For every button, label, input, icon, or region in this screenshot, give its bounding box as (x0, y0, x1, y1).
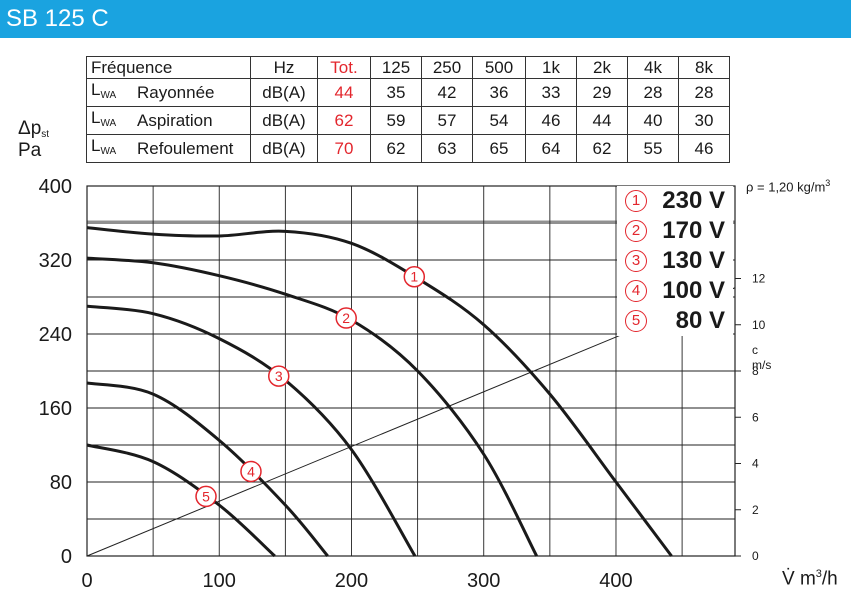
sound-power-table: Fréquence Hz Tot. 125 250 500 1k 2k 4k 8k LWA Rayon… (86, 56, 730, 163)
table-cell: 65 (472, 134, 526, 163)
legend-label: 100 V (662, 277, 725, 304)
legend-entry: 4 100 V (625, 276, 725, 306)
velocity-tick-label: 2 (752, 503, 759, 517)
legend: 1 230 V 2 170 V 3 130 V 4 100 V 5 80 V (617, 186, 733, 336)
curve-marker (335, 307, 357, 329)
table-cell: 63 (421, 134, 473, 163)
legend-marker: 4 (625, 280, 647, 302)
velocity-tick-label: 6 (752, 410, 759, 424)
page-title: SB 125 C (6, 5, 109, 32)
density-label: ρ = 1,20 kg/m3 (746, 178, 831, 195)
y-axis-unit: Pa (18, 140, 42, 161)
curve-marker (240, 460, 262, 483)
legend-entry: 2 170 V (625, 216, 725, 246)
table-cell: 29 (576, 78, 628, 107)
table-cell: 33 (525, 78, 577, 107)
table-cell: 40 (627, 106, 679, 135)
x-tick-label: 100 (203, 570, 236, 592)
table-header-cell: 250 (421, 56, 473, 79)
legend-marker: 1 (625, 190, 647, 212)
lwa-cell: LWA (86, 78, 133, 107)
velocity-tick-label: 0 (752, 549, 759, 563)
table-cell: 54 (472, 106, 526, 135)
y-tick-label: 240 (39, 324, 72, 346)
x-axis-label: V̇ m3/h (782, 568, 838, 590)
table-cell: 28 (627, 78, 679, 107)
velocity-tick-label: 10 (752, 318, 766, 332)
y-tick-label: 320 (39, 250, 72, 272)
y-tick-label: 160 (39, 398, 72, 420)
x-tick-label: 200 (335, 570, 368, 592)
legend-label: 170 V (662, 217, 725, 244)
velocity-tick-label: 4 (752, 457, 759, 471)
table-header-cell: 4k (627, 56, 679, 79)
table-header-cell: 125 (370, 56, 422, 79)
legend-marker: 3 (625, 250, 647, 272)
curve-marker (268, 365, 290, 387)
table-row: LWA Rayonnée dB(A) 44 35 42 36 33 29 28 28 (86, 78, 730, 107)
velocity-axis-unit: m/s (752, 358, 772, 372)
table-row: LWA Aspiration dB(A) 62 59 57 54 46 44 40 30 (86, 106, 730, 135)
table-header-cell: 8k (678, 56, 730, 79)
table-cell: dB(A) (250, 106, 318, 135)
lwa-cell: LWA (86, 134, 133, 163)
legend-entry: 3 130 V (625, 246, 725, 276)
legend-label: 230 V (662, 187, 725, 214)
curve-5 (86, 443, 276, 558)
curve-marker (403, 265, 426, 288)
table-row: LWA Refoulement dB(A) 70 62 63 65 64 62 55 46 (86, 134, 730, 163)
legend-marker: 5 (625, 310, 647, 332)
x-tick-label: 0 (81, 570, 92, 592)
y-tick-label: 400 (39, 176, 72, 198)
x-tick-label: 300 (467, 570, 500, 592)
curve-marker-label: 1 (410, 269, 418, 285)
curve-marker-label: 2 (342, 310, 350, 326)
row-label: Rayonnée (133, 78, 251, 107)
table-cell: 62 (576, 134, 628, 163)
legend-marker: 2 (625, 220, 647, 242)
legend-entry: 5 80 V (625, 306, 725, 336)
velocity-axis-label: c (752, 343, 758, 357)
legend-label: 80 V (675, 307, 725, 334)
curve-2 (86, 256, 538, 557)
legend-entry: 1 230 V (625, 186, 725, 216)
table-cell: 44 (576, 106, 628, 135)
lwa-cell: LWA (86, 106, 133, 135)
y-axis-label: Δpst (18, 118, 50, 140)
curve-marker-label: 3 (275, 368, 283, 384)
curve-1 (86, 226, 673, 557)
title-bar: SB 125 C (0, 0, 851, 38)
velocity-tick-label: 8 (752, 364, 759, 378)
curve-marker-label: 4 (247, 463, 255, 479)
x-tick-label: 400 (599, 570, 632, 592)
table-cell: dB(A) (250, 134, 318, 163)
velocity-tick-label: 12 (752, 272, 766, 286)
table-cell: 70 (317, 134, 371, 163)
table-cell: 44 (317, 78, 371, 107)
curve-3 (86, 304, 417, 557)
legend-label: 130 V (662, 247, 725, 274)
y-tick-label: 80 (50, 472, 72, 494)
curve-marker-label: 5 (202, 488, 210, 504)
curve-4 (86, 381, 329, 557)
table-header-cell: Fréquence (86, 56, 251, 79)
table-cell: 30 (678, 106, 730, 135)
curve-marker (195, 485, 217, 508)
y-tick-label: 0 (61, 546, 72, 568)
table-cell: 64 (525, 134, 577, 163)
table-cell: 62 (370, 134, 422, 163)
table-cell: 46 (678, 134, 730, 163)
table-cell: 35 (370, 78, 422, 107)
table-cell: 59 (370, 106, 422, 135)
table-cell: dB(A) (250, 78, 318, 107)
